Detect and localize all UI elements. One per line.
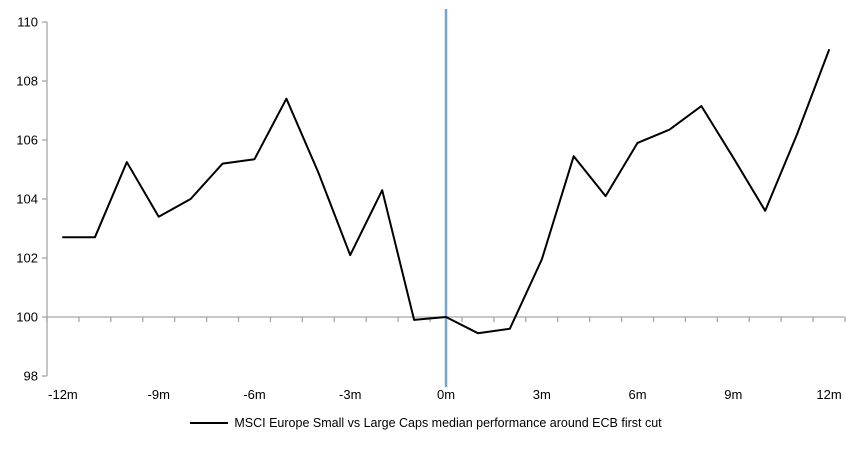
x-tick-label: -9m xyxy=(148,387,170,402)
legend-label: MSCI Europe Small vs Large Caps median p… xyxy=(234,416,662,430)
y-tick-label: 106 xyxy=(16,133,38,148)
series-line-msci-small-vs-large xyxy=(62,49,830,335)
y-tick-label: 98 xyxy=(24,369,38,384)
y-tick-label: 104 xyxy=(16,192,38,207)
x-tick-label: -3m xyxy=(339,387,361,402)
x-tick-label: 3m xyxy=(533,387,551,402)
x-tick-label: 0m xyxy=(437,387,455,402)
y-tick-label: 110 xyxy=(17,15,38,30)
legend-line-sample xyxy=(190,422,229,424)
y-tick-label: 108 xyxy=(16,74,38,89)
x-tick-label: -12m xyxy=(48,387,78,402)
x-tick-label: -6m xyxy=(243,387,265,402)
x-tick-label: 12m xyxy=(816,387,841,402)
y-tick-label: 102 xyxy=(16,251,38,266)
x-tick-label: 6m xyxy=(628,387,646,402)
y-tick-label: 100 xyxy=(16,310,38,325)
legend: MSCI Europe Small vs Large Caps median p… xyxy=(0,416,852,430)
x-tick-label: 9m xyxy=(724,387,742,402)
